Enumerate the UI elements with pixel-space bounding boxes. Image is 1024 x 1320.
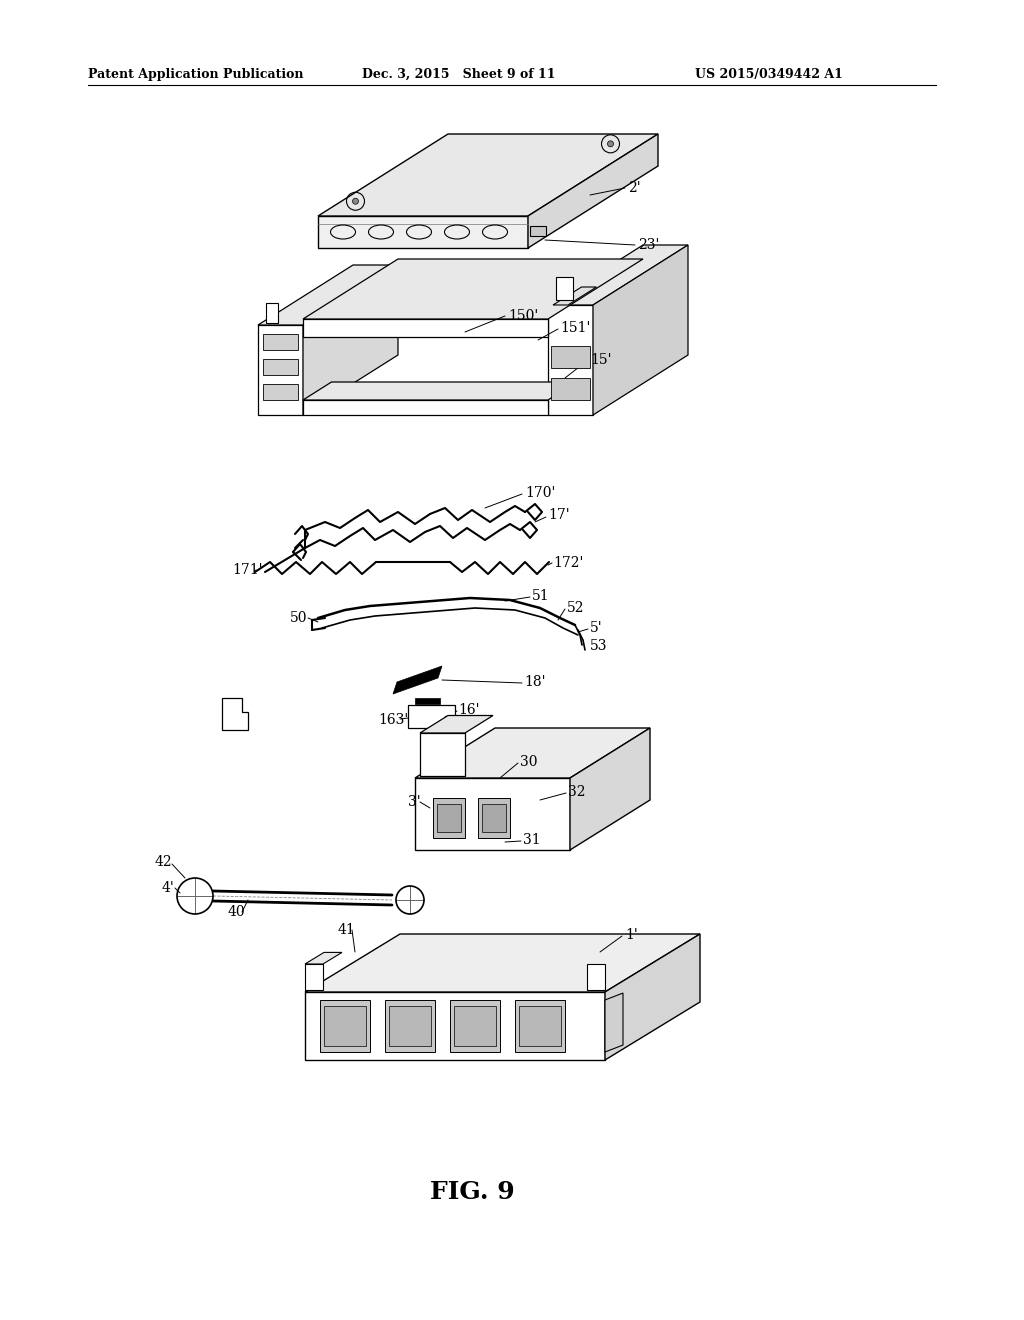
Polygon shape xyxy=(556,277,573,300)
Polygon shape xyxy=(258,265,398,325)
Text: 172': 172' xyxy=(553,556,584,570)
Text: Dec. 3, 2015   Sheet 9 of 11: Dec. 3, 2015 Sheet 9 of 11 xyxy=(362,69,555,81)
Polygon shape xyxy=(478,799,510,838)
Text: 23': 23' xyxy=(638,238,659,252)
Polygon shape xyxy=(305,993,605,1060)
Polygon shape xyxy=(454,1006,496,1045)
Polygon shape xyxy=(420,715,493,733)
Text: 16': 16' xyxy=(458,704,479,717)
Polygon shape xyxy=(318,135,658,216)
Polygon shape xyxy=(305,935,700,993)
Circle shape xyxy=(607,141,613,147)
Polygon shape xyxy=(437,804,461,832)
Circle shape xyxy=(352,198,358,205)
Polygon shape xyxy=(266,304,278,323)
Polygon shape xyxy=(551,346,590,368)
Polygon shape xyxy=(303,319,548,337)
Polygon shape xyxy=(305,964,323,990)
Polygon shape xyxy=(548,246,688,305)
Text: 150': 150' xyxy=(508,309,539,323)
Polygon shape xyxy=(263,359,298,375)
Text: 52: 52 xyxy=(567,601,585,615)
Polygon shape xyxy=(528,135,658,248)
Polygon shape xyxy=(570,729,650,850)
Polygon shape xyxy=(303,400,548,414)
Text: FIG. 9: FIG. 9 xyxy=(430,1180,515,1204)
Polygon shape xyxy=(263,384,298,400)
Polygon shape xyxy=(324,1006,366,1045)
Text: 17': 17' xyxy=(548,508,569,521)
Polygon shape xyxy=(319,1001,370,1052)
Polygon shape xyxy=(551,378,590,400)
Polygon shape xyxy=(450,1001,500,1052)
Polygon shape xyxy=(553,286,597,305)
Polygon shape xyxy=(303,381,577,400)
Text: 170': 170' xyxy=(525,486,555,500)
Polygon shape xyxy=(263,334,298,350)
Text: 41: 41 xyxy=(338,923,355,937)
Polygon shape xyxy=(305,953,342,964)
Polygon shape xyxy=(530,226,546,236)
Polygon shape xyxy=(415,698,440,704)
Polygon shape xyxy=(433,799,465,838)
Text: 30: 30 xyxy=(520,755,538,770)
Text: US 2015/0349442 A1: US 2015/0349442 A1 xyxy=(695,69,843,81)
Text: 51: 51 xyxy=(532,589,550,603)
Text: 171': 171' xyxy=(232,564,262,577)
Text: 40: 40 xyxy=(228,906,246,919)
Polygon shape xyxy=(420,733,465,776)
Text: 1': 1' xyxy=(625,928,638,942)
Text: 163': 163' xyxy=(378,713,409,727)
Text: 3': 3' xyxy=(408,795,421,809)
Text: 151': 151' xyxy=(560,321,591,335)
Polygon shape xyxy=(408,705,455,729)
Polygon shape xyxy=(385,1001,435,1052)
Polygon shape xyxy=(393,667,442,694)
Polygon shape xyxy=(519,1006,561,1045)
Polygon shape xyxy=(515,1001,565,1052)
Text: 2': 2' xyxy=(628,181,641,195)
Polygon shape xyxy=(303,265,398,414)
Polygon shape xyxy=(548,305,593,414)
Polygon shape xyxy=(605,935,700,1060)
Polygon shape xyxy=(605,993,623,1052)
Polygon shape xyxy=(415,777,570,850)
Polygon shape xyxy=(258,325,303,414)
Text: 53: 53 xyxy=(590,639,607,653)
Polygon shape xyxy=(482,804,506,832)
Text: 18': 18' xyxy=(524,675,546,689)
Polygon shape xyxy=(415,729,650,777)
Polygon shape xyxy=(222,698,248,730)
Polygon shape xyxy=(587,964,605,990)
Polygon shape xyxy=(389,1006,431,1045)
Text: 15': 15' xyxy=(590,352,611,367)
Text: 31: 31 xyxy=(523,833,541,847)
Text: 32: 32 xyxy=(568,785,586,799)
Text: 50: 50 xyxy=(290,611,307,624)
Polygon shape xyxy=(303,259,643,319)
Polygon shape xyxy=(318,216,528,248)
Text: 42: 42 xyxy=(155,855,173,869)
Text: Patent Application Publication: Patent Application Publication xyxy=(88,69,303,81)
Polygon shape xyxy=(593,246,688,414)
Text: 5': 5' xyxy=(590,620,603,635)
Text: 4': 4' xyxy=(162,880,175,895)
